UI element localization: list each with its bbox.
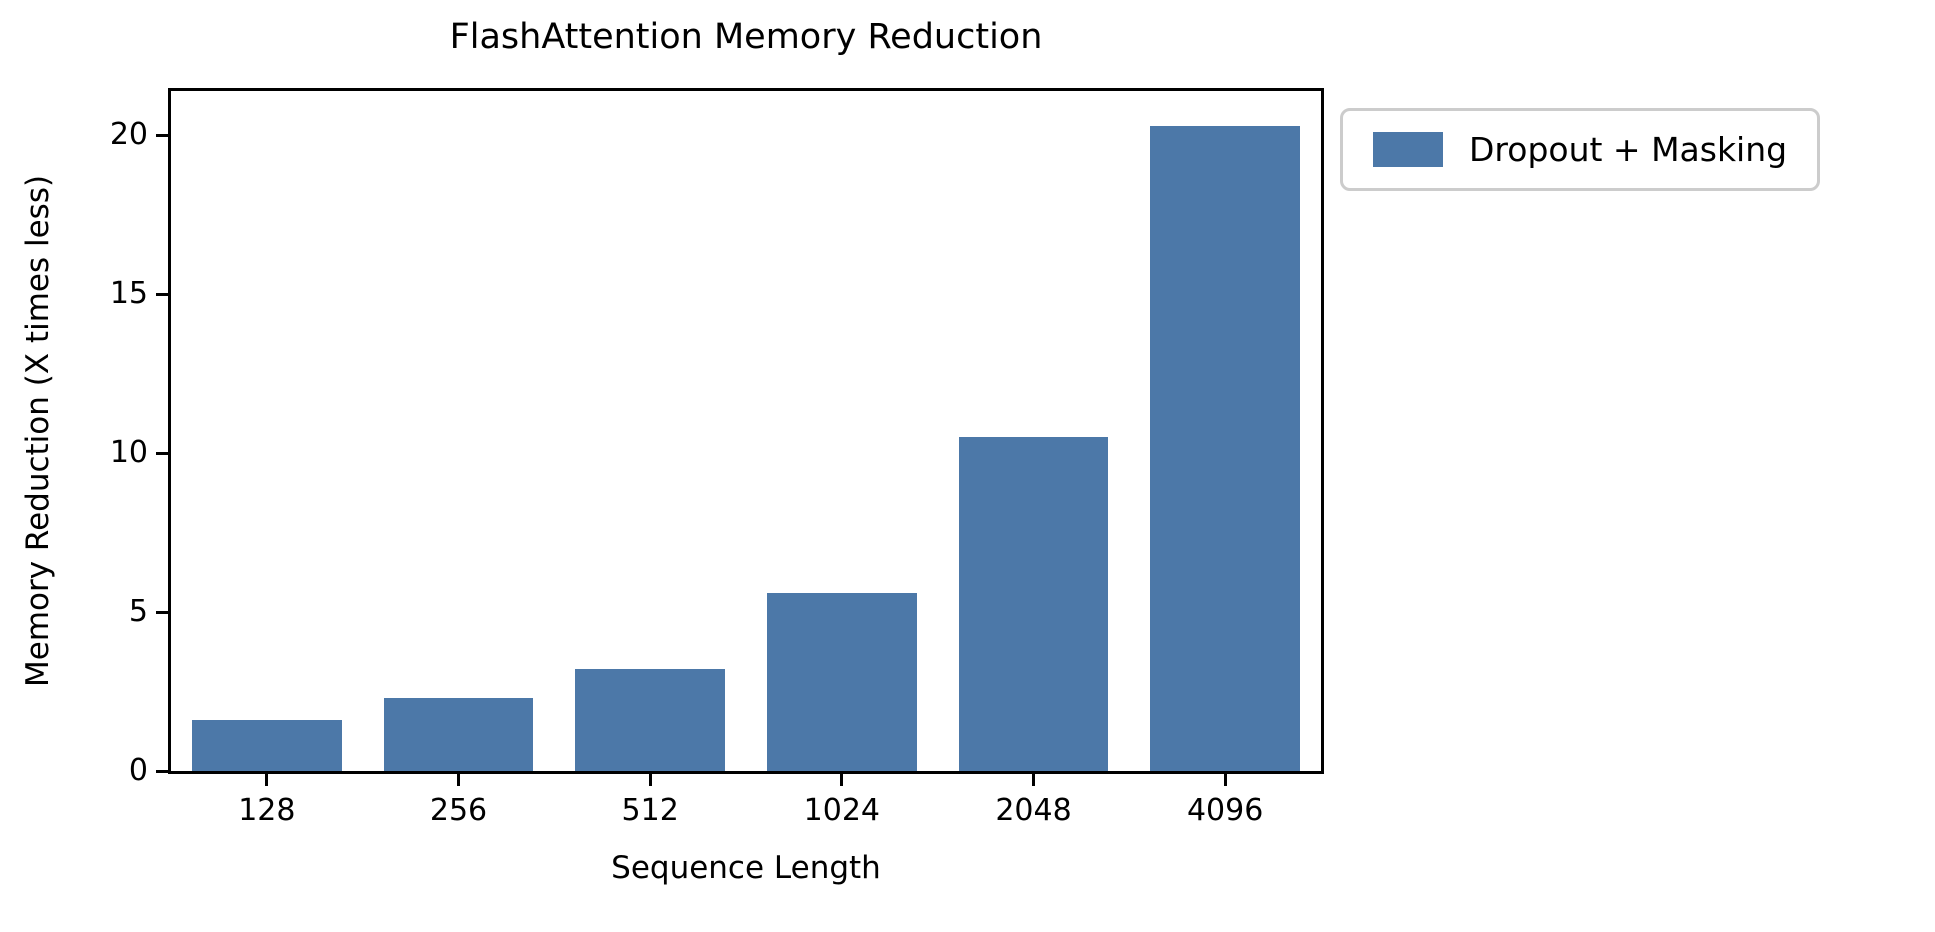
y-tick-label: 20	[109, 117, 148, 153]
x-tick-mark	[265, 774, 269, 786]
x-tick-mark	[457, 774, 460, 786]
bar-slot	[1129, 91, 1321, 771]
bar-128	[192, 720, 342, 771]
x-tick-label: 2048	[995, 793, 1072, 828]
x-axis-label: Sequence Length	[611, 850, 881, 886]
x-tick-label: 4096	[1186, 793, 1264, 828]
bar-slot	[363, 91, 555, 771]
y-tick-mark	[156, 134, 168, 137]
x-tick-label: 256	[429, 793, 488, 828]
x-tick-label: 1024	[803, 793, 880, 828]
y-tick-mark	[156, 451, 168, 455]
y-tick-label: 10	[109, 435, 148, 471]
bar-2048	[958, 437, 1109, 771]
bar-slot	[171, 91, 363, 771]
legend: Dropout + Masking	[1340, 108, 1821, 191]
y-tick-label: 5	[128, 594, 148, 630]
y-tick-label: 15	[109, 276, 148, 312]
x-tick-label: 512	[621, 793, 679, 828]
y-tick-mark	[156, 769, 168, 773]
bar-512	[575, 669, 725, 771]
legend-swatch-icon	[1373, 132, 1443, 167]
bar-256	[383, 697, 534, 771]
y-tick-mark	[156, 292, 168, 296]
y-tick-mark	[156, 610, 168, 614]
x-tick-label: 128	[238, 793, 296, 828]
bar-slot	[746, 91, 938, 771]
bar-slot	[938, 91, 1130, 771]
y-tick-label: 0	[128, 753, 148, 788]
y-axis-label: Memory Reduction (X times less)	[20, 174, 56, 688]
x-tick-mark	[648, 774, 652, 786]
x-tick-mark	[1032, 774, 1035, 786]
x-tick-mark	[1223, 774, 1227, 786]
plot-area	[156, 88, 1324, 786]
bar-1024	[767, 593, 917, 771]
bar-slot	[554, 91, 746, 771]
legend-label: Dropout + Masking	[1469, 130, 1788, 169]
chart-title: FlashAttention Memory Reduction	[449, 17, 1043, 57]
bars-container	[171, 91, 1321, 771]
x-tick-mark	[840, 774, 844, 786]
bar-4096	[1150, 125, 1300, 771]
